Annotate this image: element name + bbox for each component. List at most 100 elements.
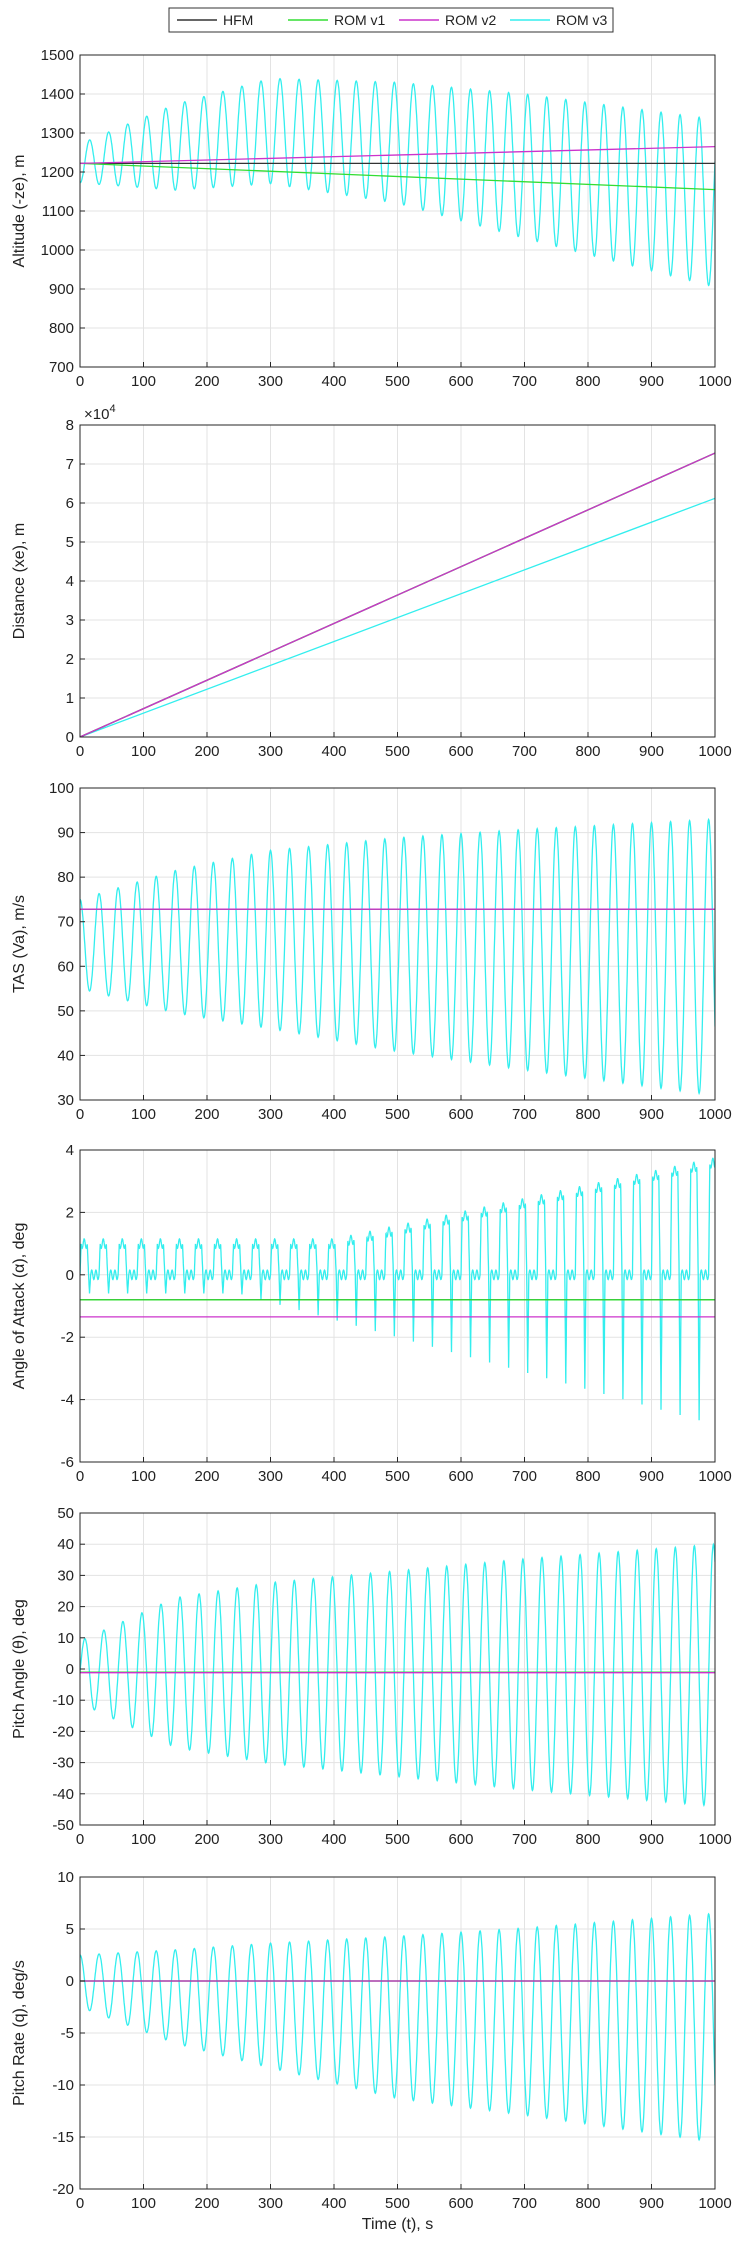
x-tick-label: 700 [512, 1468, 537, 1485]
y-tick-label: -50 [52, 1817, 74, 1834]
x-tick-label: 600 [448, 2195, 473, 2212]
x-tick-label: 200 [194, 373, 219, 390]
y-tick-label: -10 [52, 2077, 74, 2094]
x-tick-label: 700 [512, 743, 537, 760]
chart-panel-6: 0 100 200 300 400 500 600 700 800 900 1000-20-15-1… [11, 1869, 732, 2233]
y-tick-label: 5 [66, 534, 74, 551]
y-tick-label: 1400 [41, 86, 74, 103]
x-tick-label: 300 [258, 373, 283, 390]
series-line-rom-v2 [80, 145, 715, 165]
x-tick-label: 900 [639, 1831, 664, 1848]
x-tick-label: 500 [385, 373, 410, 390]
y-tick-label: 6 [66, 495, 74, 512]
x-tick-label: 100 [131, 373, 156, 390]
y-tick-label: -5 [61, 2025, 74, 2042]
y-tick-label: 0 [66, 1267, 74, 1284]
y-tick-label: 5 [66, 1921, 74, 1938]
x-tick-label: 1000 [698, 2195, 731, 2212]
x-tick-label: 400 [321, 373, 346, 390]
legend-label: HFM [223, 12, 253, 28]
y-tick-label: 100 [49, 780, 74, 797]
series-line-rom-v2 [80, 452, 715, 737]
y-tick-label: 50 [57, 1505, 74, 1522]
y-tick-label: 1000 [41, 242, 74, 259]
y-tick-label: 2 [66, 1204, 74, 1221]
x-tick-label: 0 [76, 1831, 84, 1848]
x-tick-label: 500 [385, 1831, 410, 1848]
x-tick-label: 900 [639, 2195, 664, 2212]
x-tick-label: 100 [131, 1106, 156, 1123]
legend-label: ROM v3 [556, 12, 608, 28]
y-tick-label: 40 [57, 1047, 74, 1064]
x-tick-label: 700 [512, 1831, 537, 1848]
x-tick-label: 800 [575, 373, 600, 390]
series-line-rom-v1 [80, 162, 715, 191]
y-tick-label: -20 [52, 2181, 74, 2198]
x-tick-label: 500 [385, 1468, 410, 1485]
series-group [80, 1542, 715, 1807]
x-tick-label: 1000 [698, 373, 731, 390]
x-tick-label: 700 [512, 373, 537, 390]
x-tick-label: 100 [131, 1468, 156, 1485]
y-tick-label: 0 [66, 1973, 74, 1990]
chart-panel-1: 0 100 200 300 400 500 600 700 800 900 1000 700 800 90… [11, 47, 732, 390]
y-tick-label: -40 [52, 1786, 74, 1803]
x-tick-label: 500 [385, 743, 410, 760]
y-tick-label: 1200 [41, 164, 74, 181]
y-tick-label: 80 [57, 869, 74, 886]
x-tick-label: 300 [258, 2195, 283, 2212]
x-tick-label: 0 [76, 2195, 84, 2212]
x-tick-label: 200 [194, 1831, 219, 1848]
series-group [80, 452, 715, 737]
x-tick-label: 600 [448, 1106, 473, 1123]
legend: HFM ROM v1 ROM v2 ROM v3 [168, 7, 614, 33]
y-tick-label: 4 [66, 1142, 74, 1159]
x-tick-label: 800 [575, 1468, 600, 1485]
x-tick-label: 600 [448, 1831, 473, 1848]
series-line-rom-v3 [80, 1157, 715, 1421]
y-axis-label: Distance (xe), m [11, 523, 28, 639]
x-axis-label: Time (t), s [362, 2216, 433, 2233]
series-line-rom-v3 [80, 1542, 715, 1807]
x-tick-label: 300 [258, 1831, 283, 1848]
y-tick-label: 1500 [41, 47, 74, 64]
y-exponent-label: ×104 [84, 403, 116, 423]
x-tick-label: 1000 [698, 1831, 731, 1848]
y-tick-label: 7 [66, 456, 74, 473]
series-group [80, 817, 715, 1096]
y-tick-label: 1300 [41, 125, 74, 142]
x-tick-label: 700 [512, 2195, 537, 2212]
x-tick-label: 200 [194, 1468, 219, 1485]
y-tick-label: 10 [57, 1869, 74, 1886]
series-line-rom-v3 [80, 77, 715, 287]
y-tick-label: -30 [52, 1755, 74, 1772]
y-tick-label: 8 [66, 417, 74, 434]
series-line-rom-v3 [80, 817, 715, 1096]
x-tick-label: 700 [512, 1106, 537, 1123]
y-tick-label: -20 [52, 1723, 74, 1740]
y-tick-label: 0 [66, 1661, 74, 1678]
y-tick-label: 90 [57, 825, 74, 842]
series-group [80, 77, 715, 287]
x-tick-label: 0 [76, 1106, 84, 1123]
x-tick-label: 600 [448, 743, 473, 760]
x-tick-label: 200 [194, 1106, 219, 1123]
x-tick-label: 800 [575, 1831, 600, 1848]
chart-panel-3: 0 100 200 300 400 500 600 700 800 900 1000 30 40 50 60… [11, 780, 732, 1123]
y-tick-label: -15 [52, 2129, 74, 2146]
y-axis-label: TAS (Va), m/s [11, 895, 28, 993]
y-tick-label: 700 [49, 359, 74, 376]
chart-panel-2: 0 100 200 300 400 500 600 700 800 900 1000 0 1 2 3 4 5 6 7… [11, 403, 732, 760]
x-tick-label: 400 [321, 743, 346, 760]
series-line-rom-v3 [80, 1912, 715, 2142]
x-tick-label: 400 [321, 1831, 346, 1848]
y-tick-label: 3 [66, 612, 74, 629]
x-tick-label: 900 [639, 1468, 664, 1485]
x-tick-label: 200 [194, 743, 219, 760]
y-tick-label: 10 [57, 1630, 74, 1647]
y-tick-label: 50 [57, 1003, 74, 1020]
x-tick-label: 600 [448, 1468, 473, 1485]
x-tick-label: 100 [131, 1831, 156, 1848]
x-tick-label: 500 [385, 1106, 410, 1123]
